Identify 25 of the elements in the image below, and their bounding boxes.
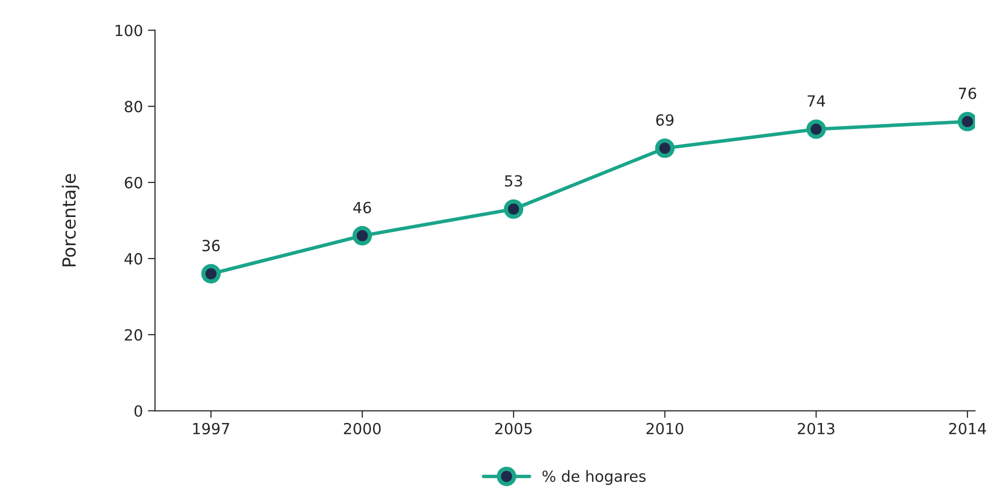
point <box>352 226 372 246</box>
data-label: 74 <box>808 95 826 107</box>
y-tick-label: 80 <box>124 100 142 112</box>
point <box>806 119 826 139</box>
x-tick-label: 2010 <box>646 422 684 434</box>
x-tick-label: 1997 <box>193 422 230 434</box>
legend-label: % de hogares <box>542 470 646 485</box>
data-label: 76 <box>958 88 976 100</box>
x-tick-label: 2014 <box>949 422 986 434</box>
point <box>655 138 675 158</box>
x-tick-label: 2013 <box>798 422 834 434</box>
x-tick-label: 2000 <box>344 422 381 434</box>
x-tick-label: 2005 <box>495 422 532 434</box>
point <box>201 264 221 284</box>
y-tick-label: 20 <box>124 329 142 341</box>
data-label: 69 <box>656 114 674 126</box>
data-label: 36 <box>202 240 220 252</box>
y-tick-label: 100 <box>116 24 142 36</box>
data-label: 46 <box>353 202 372 214</box>
point <box>504 199 524 219</box>
data-label: 53 <box>505 175 522 187</box>
y-tick-label: 0 <box>134 405 142 417</box>
y-tick-label: 40 <box>124 253 142 265</box>
y-tick-label: 60 <box>124 176 142 188</box>
y-axis-title: Porcentaje <box>62 174 80 266</box>
